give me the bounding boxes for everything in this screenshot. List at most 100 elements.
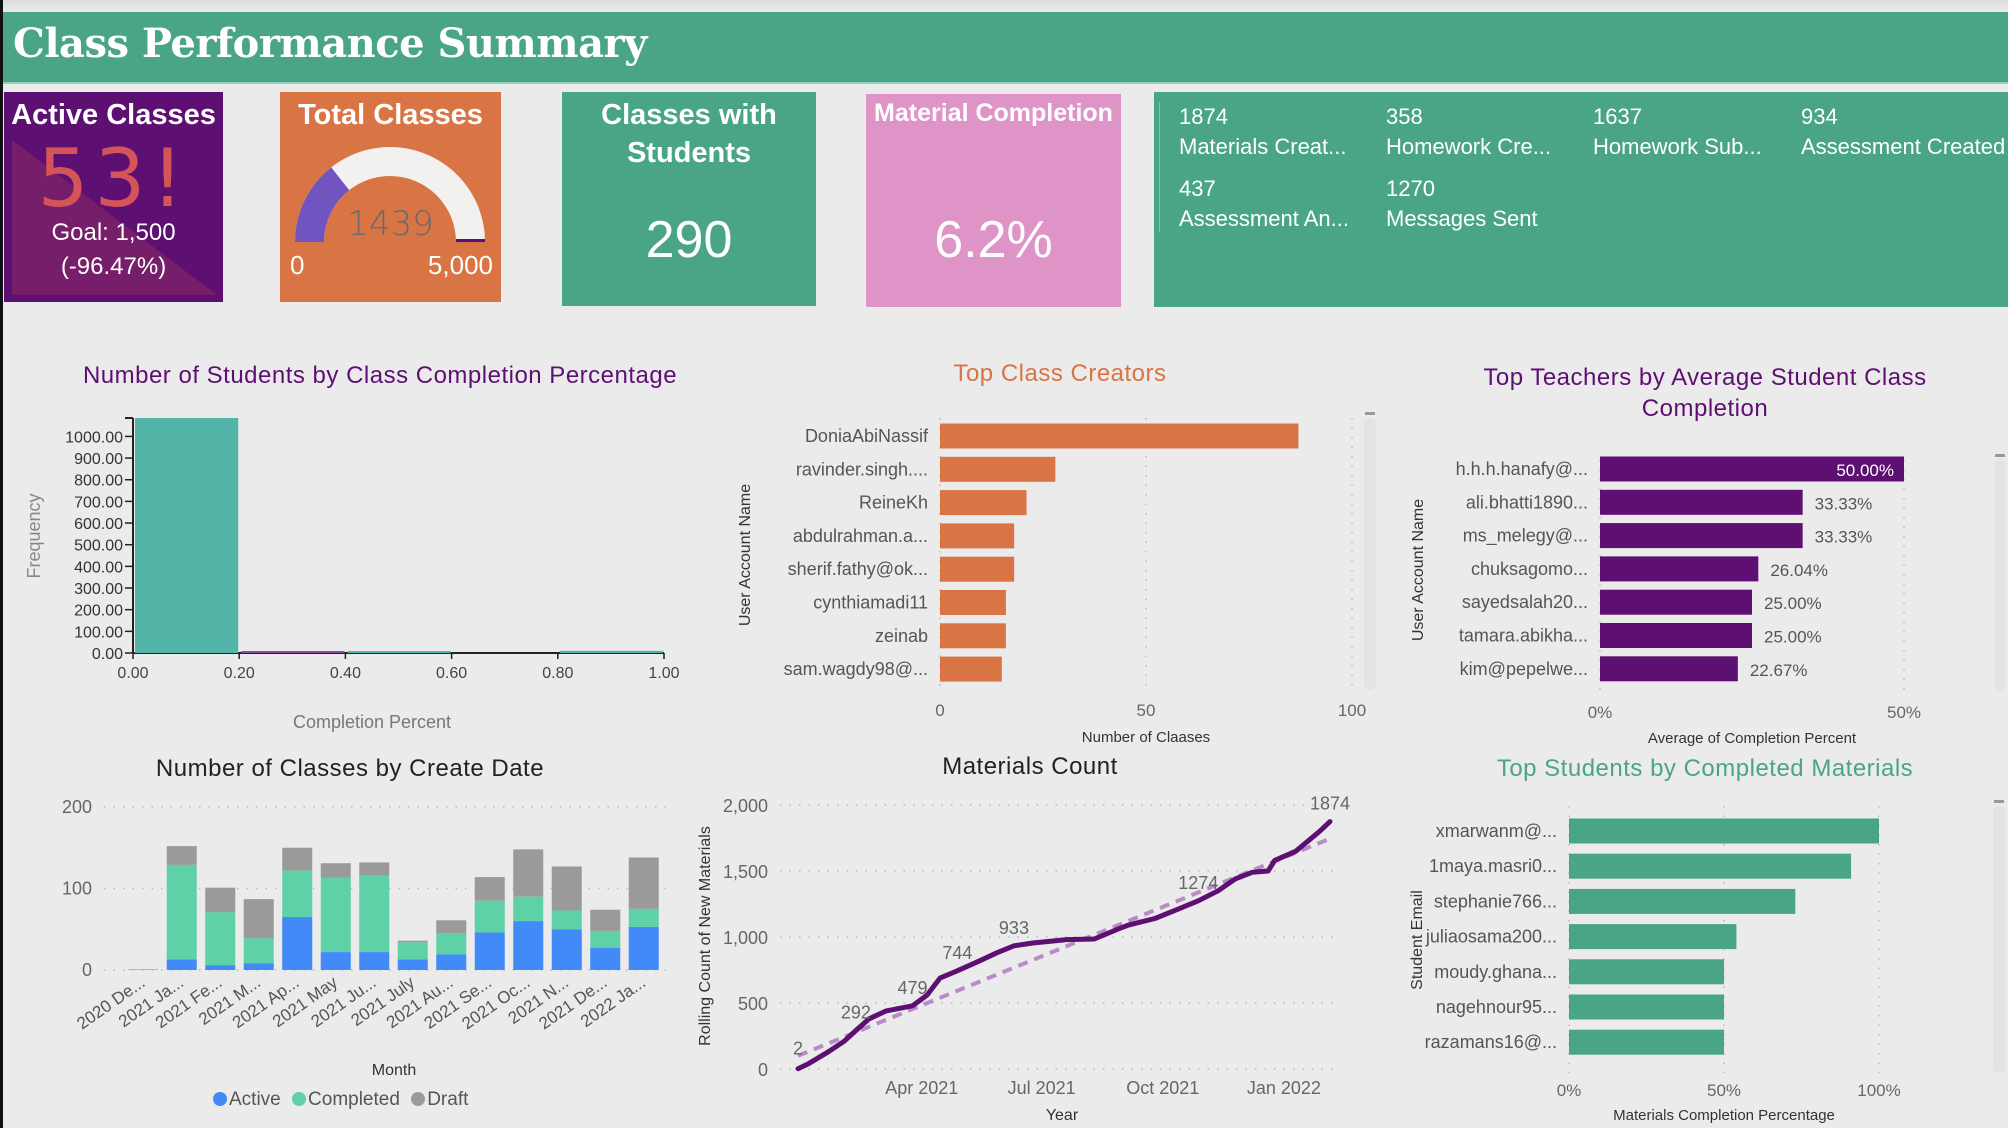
column-segment-completed[interactable] [513, 896, 544, 922]
column-segment-draft[interactable] [359, 862, 390, 876]
bar[interactable] [940, 490, 1027, 516]
bar[interactable] [1600, 523, 1803, 549]
scrollbar-track[interactable] [1994, 460, 2006, 690]
column-segment-completed[interactable] [397, 942, 428, 960]
scrollbar-thumb[interactable] [1994, 800, 2004, 803]
data-label: 33.33% [1815, 528, 1873, 547]
bar[interactable] [1600, 623, 1752, 648]
category-label: chuksagomo... [1471, 559, 1588, 579]
series-line[interactable] [795, 819, 1333, 1072]
active-classes-value: 53 [37, 132, 152, 225]
column-segment-draft[interactable] [628, 857, 659, 909]
column-segment-completed[interactable] [359, 875, 390, 953]
active-classes-card[interactable]: Active Classes 53! Goal: 1,500 (-96.47%) [4, 92, 223, 302]
bar[interactable] [1600, 489, 1803, 515]
column-segment-completed[interactable] [320, 877, 351, 953]
bar[interactable] [1600, 589, 1752, 615]
column-segment-active[interactable] [166, 959, 197, 970]
x-tick-label: 100 [1338, 701, 1366, 720]
column-segment-active[interactable] [436, 954, 467, 970]
scrollbar-track[interactable] [1993, 806, 2005, 1073]
column-segment-active[interactable] [243, 963, 274, 970]
column-segment-completed[interactable] [551, 910, 582, 930]
scrollbar-thumb[interactable] [1995, 454, 2005, 457]
card-title: Material Completion [874, 99, 1113, 127]
material-completion-card[interactable]: Material Completion 6.2% [866, 94, 1121, 307]
bar[interactable] [940, 590, 1006, 615]
bar[interactable] [940, 656, 1002, 682]
scrollbar-track[interactable] [1364, 418, 1376, 690]
column-segment-active[interactable] [320, 952, 351, 970]
category-label: razamans16@... [1425, 1032, 1557, 1052]
bar[interactable] [940, 423, 1299, 449]
column-segment-active[interactable] [205, 965, 236, 970]
category-label: abdulrahman.a... [793, 526, 928, 546]
column-segment-active[interactable] [397, 959, 428, 970]
card-decoration [12, 140, 217, 295]
bar[interactable] [940, 523, 1015, 549]
column-segment-draft[interactable] [474, 877, 505, 901]
column-segment-active[interactable] [590, 947, 621, 970]
column-segment-draft[interactable] [166, 846, 197, 865]
total-classes-card[interactable]: Total Classes 1439 0 5,000 [280, 92, 501, 302]
bar[interactable] [1569, 818, 1879, 844]
scrollbar-thumb[interactable] [1365, 412, 1375, 415]
bar[interactable] [1569, 853, 1852, 879]
histogram-bar[interactable] [347, 651, 451, 653]
metric-item: 1637 Homework Sub... [1593, 102, 1793, 162]
legend-item-draft[interactable]: Draft [411, 1089, 468, 1110]
category-label: sayedsalah20... [1462, 592, 1588, 612]
y-axis-label: User Account Name [737, 484, 754, 626]
bar[interactable] [1569, 1029, 1724, 1055]
category-label: ali.bhatti1890... [1466, 492, 1588, 512]
column-segment-completed[interactable] [282, 870, 313, 918]
column-segment-draft[interactable] [590, 909, 621, 931]
histogram-bar[interactable] [241, 651, 345, 653]
column-segment-completed[interactable] [166, 864, 197, 960]
column-segment-active[interactable] [282, 917, 313, 970]
column-segment-completed[interactable] [205, 912, 236, 966]
metrics-panel[interactable]: 1874 Materials Creat... 358 Homework Cre… [1154, 92, 2008, 307]
bar[interactable] [1569, 994, 1724, 1020]
goal-delta: (-96.47%) [60, 253, 167, 280]
bar[interactable] [1600, 656, 1738, 682]
bar[interactable] [940, 456, 1056, 482]
column-segment-active[interactable] [474, 932, 505, 970]
kpi-value: 53! [4, 132, 223, 225]
column-segment-active[interactable] [359, 952, 390, 970]
histogram-bar[interactable] [135, 418, 239, 653]
column-segment-completed[interactable] [628, 908, 659, 927]
column-segment-draft[interactable] [243, 899, 274, 939]
bar[interactable] [940, 556, 1015, 582]
column-segment-draft[interactable] [397, 940, 428, 943]
y-axis-label: Rolling Count of New Materials [697, 826, 714, 1046]
classes-with-students-card[interactable]: Classes with Students 290 [562, 92, 816, 306]
column-segment-completed[interactable] [243, 938, 274, 964]
column-segment-draft[interactable] [436, 920, 467, 934]
bar[interactable] [940, 623, 1006, 649]
column-segment-active[interactable] [628, 926, 659, 970]
histogram-bar[interactable] [559, 650, 663, 653]
column-segment-completed[interactable] [436, 933, 467, 955]
column-segment-draft[interactable] [282, 847, 313, 871]
bar[interactable] [1569, 888, 1796, 914]
column-segment-completed[interactable] [474, 900, 505, 933]
legend-item-completed[interactable]: Completed [292, 1089, 400, 1110]
column-segment-active[interactable] [513, 921, 544, 970]
metric-item: 437 Assessment An... [1179, 174, 1379, 234]
metric-label: Assessment Created [1801, 134, 2006, 159]
data-label: 25.00% [1764, 628, 1822, 647]
category-label: ravinder.singh.... [796, 459, 928, 479]
column-segment-draft[interactable] [551, 866, 582, 911]
bar[interactable] [1600, 456, 1904, 482]
column-segment-active[interactable] [551, 929, 582, 970]
column-segment-draft[interactable] [320, 863, 351, 878]
column-segment-draft[interactable] [205, 887, 236, 913]
column-segment-completed[interactable] [590, 930, 621, 948]
column-segment-completed[interactable] [128, 969, 159, 970]
bar[interactable] [1569, 924, 1737, 950]
column-segment-draft[interactable] [513, 849, 544, 897]
bar[interactable] [1569, 959, 1724, 985]
legend-item-active[interactable]: Active [213, 1089, 281, 1110]
bar[interactable] [1600, 556, 1759, 582]
